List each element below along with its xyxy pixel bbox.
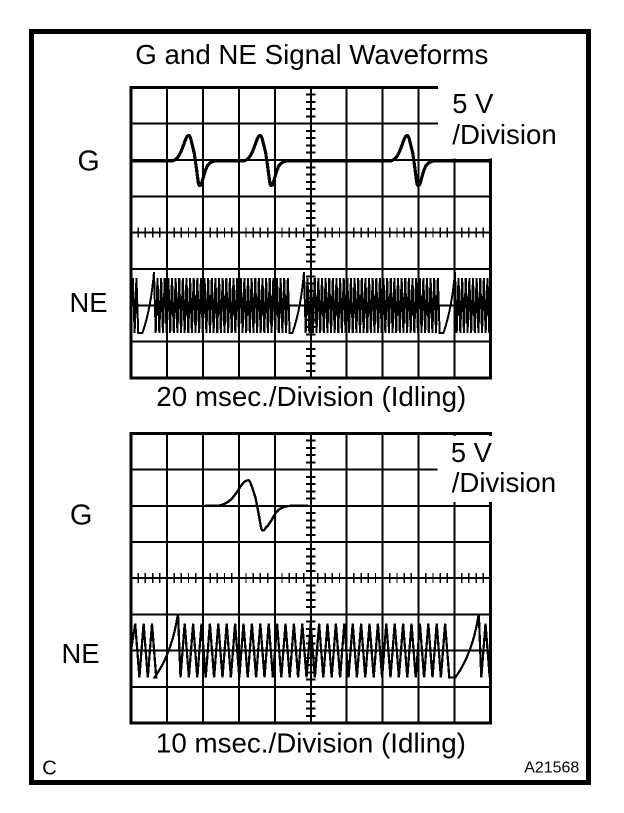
svg-text:G and NE Signal Waveforms: G and NE Signal Waveforms — [135, 39, 488, 70]
svg-text:NE: NE — [70, 287, 108, 318]
svg-text:NE: NE — [62, 638, 100, 669]
svg-text:5 V: 5 V — [451, 437, 492, 468]
svg-text:G: G — [78, 145, 100, 177]
svg-text:10 msec./Division (Idling): 10 msec./Division (Idling) — [156, 727, 466, 758]
svg-text:G: G — [70, 499, 93, 531]
svg-text:C: C — [42, 757, 57, 780]
svg-text:5 V: 5 V — [452, 88, 493, 119]
svg-text:A21568: A21568 — [524, 759, 579, 776]
svg-text:/Division: /Division — [452, 467, 557, 498]
svg-text:20 msec./Division (Idling): 20 msec./Division (Idling) — [156, 381, 466, 412]
svg-text:/Division: /Division — [452, 119, 557, 150]
